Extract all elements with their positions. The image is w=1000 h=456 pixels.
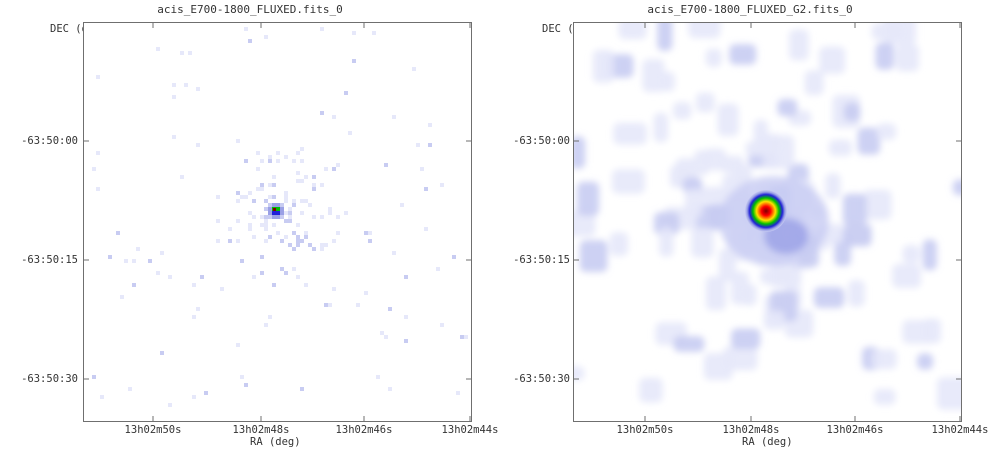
panel-title: acis_E700-1800_FLUXED.fits_0: [157, 3, 343, 16]
y-tick-label: -63:50:15: [21, 254, 78, 266]
x-axis-label: RA (deg): [250, 436, 301, 448]
image-panel-raw: acis_E700-1800_FLUXED.fits_0 DEC (deg) -…: [21, 3, 499, 448]
x-axis-label: RA (deg): [742, 436, 793, 448]
x-tick-label: 13h02m44s: [931, 424, 989, 436]
bright-source: [745, 190, 787, 232]
y-tick-label: -63:50:15: [513, 254, 570, 266]
x-tick-label: 13h02m50s: [124, 424, 182, 436]
x-tick-label: 13h02m50s: [616, 424, 674, 436]
x-tick-label: 13h02m48s: [232, 424, 290, 436]
image-canvas-smoothed[interactable]: [573, 22, 962, 422]
image-panel-smoothed: acis_E700-1800_FLUXED_G2.fits_0 DEC (deg…: [500, 0, 1000, 456]
y-tick-label: -63:50:30: [21, 373, 78, 385]
x-tick-label: 13h02m46s: [826, 424, 884, 436]
x-tick-label: 13h02m44s: [441, 424, 499, 436]
bright-source: [268, 203, 284, 219]
x-tick-label: 13h02m48s: [722, 424, 780, 436]
image-canvas-raw[interactable]: [83, 22, 472, 422]
panel-title: acis_E700-1800_FLUXED_G2.fits_0: [647, 3, 853, 16]
y-tick-label: -63:50:00: [513, 135, 570, 147]
y-tick-label: -63:50:30: [513, 373, 570, 385]
x-tick-label: 13h02m46s: [335, 424, 393, 436]
y-tick-label: -63:50:00: [21, 135, 78, 147]
